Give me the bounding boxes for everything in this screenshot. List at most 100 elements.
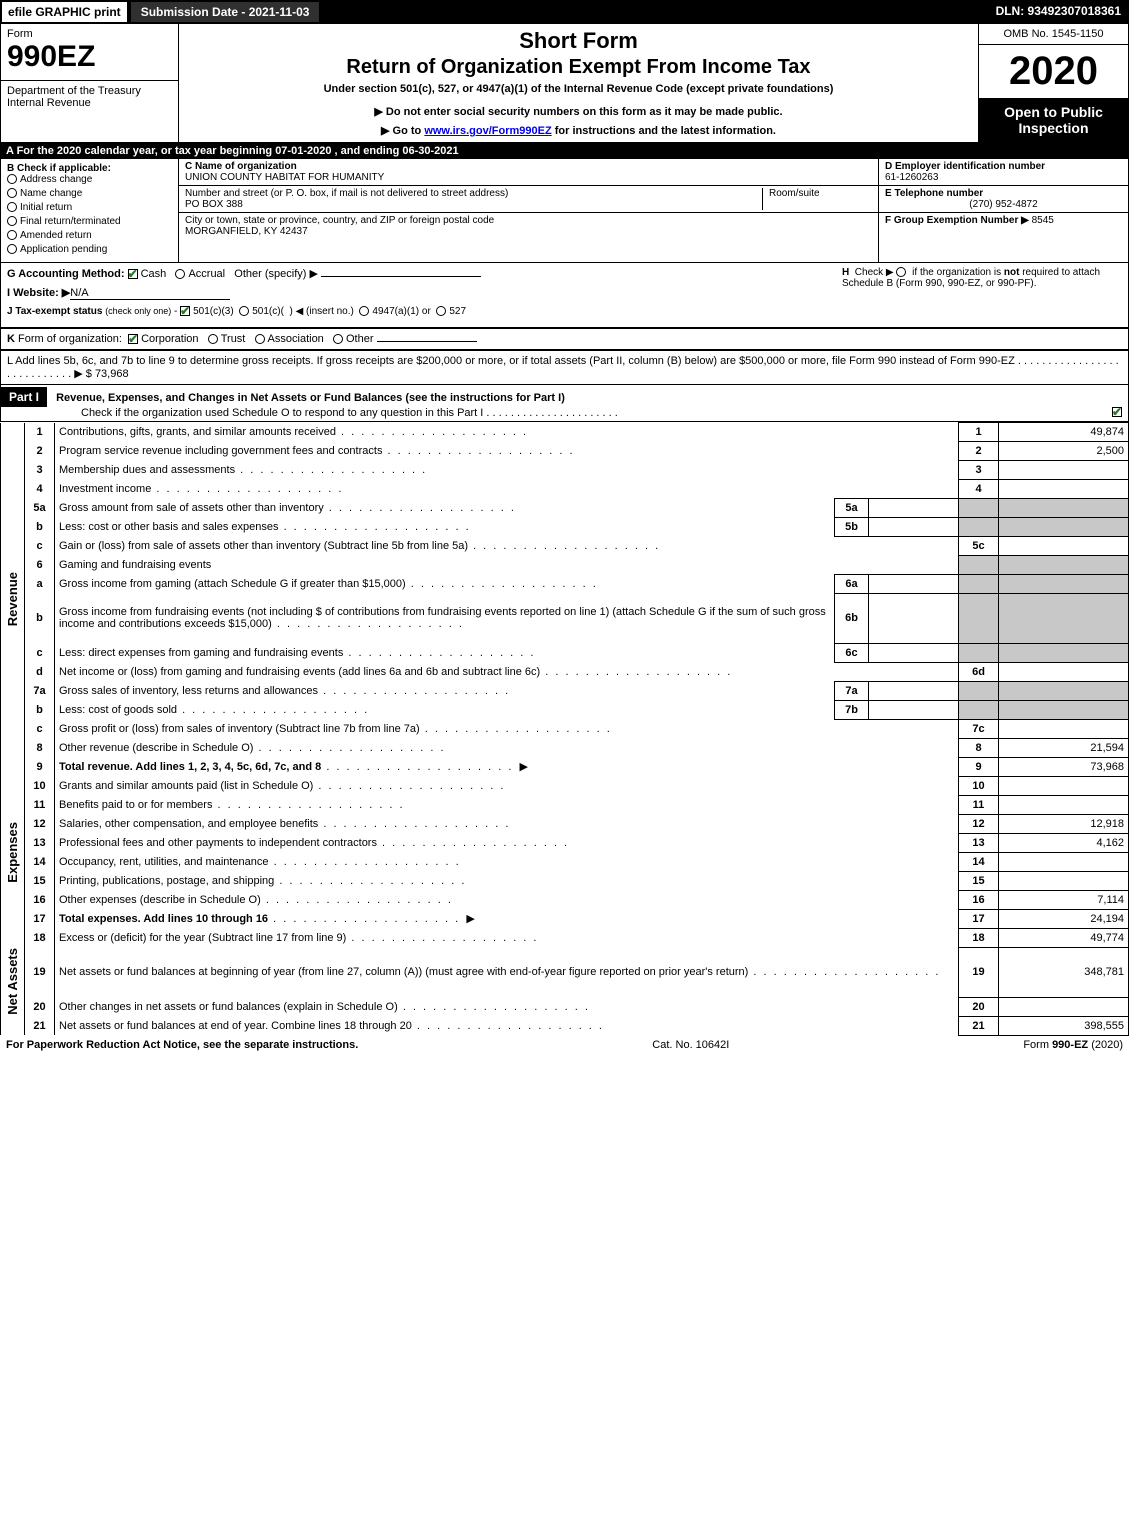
right-num: 16	[959, 890, 999, 909]
line-l-text: L Add lines 5b, 6c, and 7b to line 9 to …	[7, 355, 1119, 380]
header-mid: Short Form Return of Organization Exempt…	[179, 24, 978, 142]
chk-h[interactable]	[896, 267, 906, 277]
chk-amended-return[interactable]: Amended return	[7, 230, 172, 241]
row-desc: Other expenses (describe in Schedule O)	[55, 890, 959, 909]
chk-accrual-label: Accrual	[188, 268, 225, 280]
title-return: Return of Organization Exempt From Incom…	[185, 56, 972, 79]
table-row: cGain or (loss) from sale of assets othe…	[1, 537, 1129, 556]
chk-other-org[interactable]	[333, 334, 343, 344]
footer-right: Form 990-EZ (2020)	[1023, 1039, 1123, 1051]
line-l: L Add lines 5b, 6c, and 7b to line 9 to …	[0, 350, 1129, 385]
chk-final-return[interactable]: Final return/terminated	[7, 216, 172, 227]
form-code: 990EZ	[1, 40, 178, 80]
page-footer: For Paperwork Reduction Act Notice, see …	[0, 1036, 1129, 1054]
efile-print-button[interactable]: efile GRAPHIC print	[0, 0, 129, 24]
inner-val	[869, 700, 959, 719]
row-number: 17	[25, 909, 55, 928]
row-desc: Occupancy, rent, utilities, and maintena…	[55, 852, 959, 871]
chk-4947[interactable]	[359, 306, 369, 316]
inner-val	[869, 643, 959, 662]
chk-initial-return[interactable]: Initial return	[7, 202, 172, 213]
line-k: K Form of organization: Corporation Trus…	[0, 328, 1129, 350]
row-number: 14	[25, 852, 55, 871]
right-num	[959, 643, 999, 662]
table-row: 16Other expenses (describe in Schedule O…	[1, 890, 1129, 909]
row-desc: Less: cost of goods sold	[55, 700, 835, 719]
table-row: 14Occupancy, rent, utilities, and mainte…	[1, 852, 1129, 871]
line-j: J Tax-exempt status (check only one) - 5…	[7, 306, 1122, 317]
right-val: 24,194	[999, 909, 1129, 928]
form-header: Form 990EZ Department of the Treasury In…	[0, 24, 1129, 143]
row-sub: d	[25, 662, 55, 681]
right-num: 10	[959, 776, 999, 795]
table-row: cGross profit or (loss) from sales of in…	[1, 719, 1129, 738]
table-row: bGross income from fundraising events (n…	[1, 593, 1129, 643]
right-val	[999, 871, 1129, 890]
irs-link[interactable]: www.irs.gov/Form990EZ	[424, 125, 551, 137]
right-val	[999, 643, 1129, 662]
right-num	[959, 574, 999, 593]
footer-left: For Paperwork Reduction Act Notice, see …	[6, 1039, 358, 1051]
chk-corp[interactable]	[128, 334, 138, 344]
inner-val	[869, 574, 959, 593]
chk-accrual[interactable]	[175, 269, 185, 279]
right-val	[999, 997, 1129, 1016]
note-ssn: ▶ Do not enter social security numbers o…	[185, 105, 972, 118]
row-desc: Other changes in net assets or fund bala…	[55, 997, 959, 1016]
right-val	[999, 556, 1129, 575]
row-number: 2	[25, 442, 55, 461]
right-val	[999, 776, 1129, 795]
row-desc: Membership dues and assessments	[55, 461, 959, 480]
title-short-form: Short Form	[185, 28, 972, 54]
row-sub: b	[25, 700, 55, 719]
chk-name-change[interactable]: Name change	[7, 188, 172, 199]
chk-assoc[interactable]	[255, 334, 265, 344]
inner-num: 6a	[835, 574, 869, 593]
right-val	[999, 593, 1129, 643]
footer-right-post: (2020)	[1088, 1039, 1123, 1051]
part-i-title: Revenue, Expenses, and Changes in Net As…	[50, 392, 571, 404]
group-exemption-label: F Group Exemption Number ▶	[885, 215, 1029, 226]
part-i-check: Check if the organization used Schedule …	[1, 407, 618, 419]
table-row: Expenses10Grants and similar amounts pai…	[1, 776, 1129, 795]
dept-block: Department of the Treasury Internal Reve…	[1, 80, 178, 113]
table-row: 13Professional fees and other payments t…	[1, 833, 1129, 852]
row-number: 7a	[25, 681, 55, 700]
chk-trust[interactable]	[208, 334, 218, 344]
inner-val	[869, 681, 959, 700]
row-desc: Gain or (loss) from sale of assets other…	[55, 537, 959, 556]
chk-527[interactable]	[436, 306, 446, 316]
right-num: 9	[959, 757, 999, 776]
row-desc: Salaries, other compensation, and employ…	[55, 814, 959, 833]
dept-line2: Internal Revenue	[7, 97, 172, 109]
submission-date-button[interactable]: Submission Date - 2021-11-03	[129, 0, 322, 24]
chk-schedule-o[interactable]	[1112, 407, 1122, 417]
row-number: 21	[25, 1016, 55, 1035]
row-sub: c	[25, 719, 55, 738]
chk-501c3[interactable]	[180, 306, 190, 316]
row-desc: Contributions, gifts, grants, and simila…	[55, 423, 959, 442]
right-val: 4,162	[999, 833, 1129, 852]
website-value: N/A	[70, 287, 230, 300]
table-row: 19Net assets or fund balances at beginni…	[1, 947, 1129, 997]
table-row: aGross income from gaming (attach Schedu…	[1, 574, 1129, 593]
chk-cash[interactable]	[128, 269, 138, 279]
row-number: 9	[25, 757, 55, 776]
row-desc: Investment income	[55, 480, 959, 499]
row-desc: Gross income from gaming (attach Schedul…	[55, 574, 835, 593]
row-desc: Total revenue. Add lines 1, 2, 3, 4, 5c,…	[55, 757, 959, 776]
row-number: 18	[25, 928, 55, 947]
table-row: 15Printing, publications, postage, and s…	[1, 871, 1129, 890]
chk-application-pending[interactable]: Application pending	[7, 244, 172, 255]
box-b-label: B Check if applicable:	[7, 163, 172, 174]
chk-address-change[interactable]: Address change	[7, 174, 172, 185]
open-line1: Open to Public	[983, 104, 1124, 120]
table-row: cLess: direct expenses from gaming and f…	[1, 643, 1129, 662]
subtitle: Under section 501(c), 527, or 4947(a)(1)…	[185, 83, 972, 95]
chk-initial-return-label: Initial return	[20, 202, 72, 213]
right-val	[999, 574, 1129, 593]
box-b: B Check if applicable: Address change Na…	[1, 159, 179, 262]
right-num	[959, 681, 999, 700]
row-desc: Net assets or fund balances at end of ye…	[55, 1016, 959, 1035]
chk-501c[interactable]	[239, 306, 249, 316]
